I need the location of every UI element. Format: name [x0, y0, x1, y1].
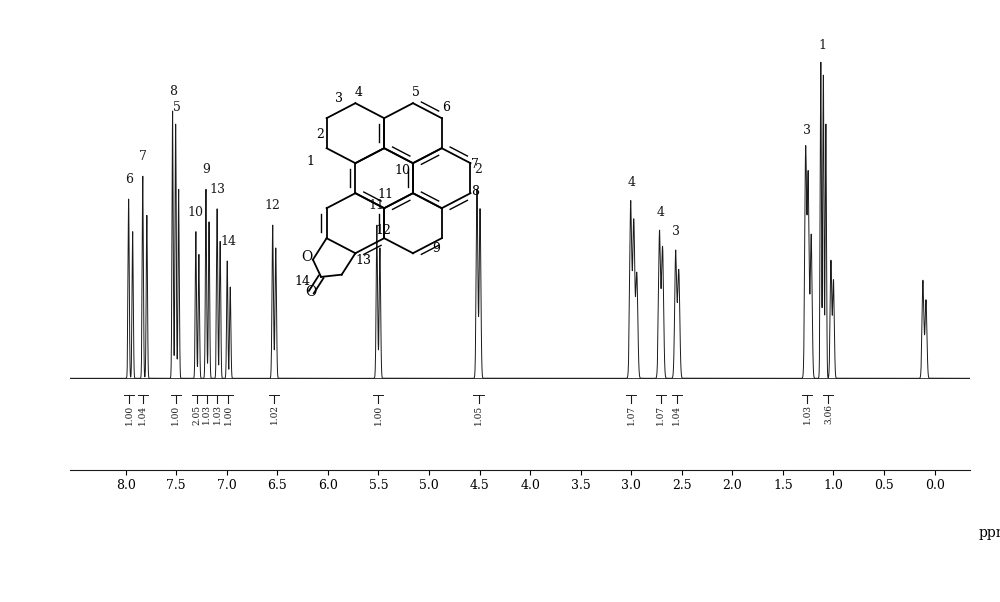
Text: 11: 11 — [369, 199, 385, 212]
Text: 1.03: 1.03 — [803, 405, 812, 424]
Text: 1.07: 1.07 — [627, 405, 636, 424]
Text: O: O — [302, 250, 313, 264]
Text: 3.06: 3.06 — [824, 405, 833, 424]
Text: 5: 5 — [412, 86, 420, 99]
Text: 1.00: 1.00 — [171, 405, 180, 424]
Text: 1: 1 — [307, 155, 315, 168]
Text: 3: 3 — [672, 225, 680, 238]
Text: 1.03: 1.03 — [213, 405, 222, 424]
Text: 14: 14 — [295, 275, 311, 288]
Text: 7: 7 — [471, 158, 479, 171]
Text: 6: 6 — [125, 173, 133, 186]
Text: 10: 10 — [394, 164, 410, 177]
Text: 14: 14 — [220, 235, 236, 248]
Text: 2.05: 2.05 — [193, 405, 202, 424]
Text: ppm: ppm — [979, 526, 1000, 540]
Text: 4: 4 — [355, 86, 363, 99]
Text: 2: 2 — [474, 163, 482, 176]
Text: 1.04: 1.04 — [138, 405, 147, 424]
Text: 5: 5 — [173, 101, 181, 114]
Text: 1.05: 1.05 — [474, 405, 483, 424]
Text: 13: 13 — [356, 254, 372, 267]
Text: 1: 1 — [818, 39, 826, 52]
Text: 8: 8 — [471, 185, 479, 198]
Text: 12: 12 — [376, 224, 392, 237]
Text: O: O — [306, 285, 317, 299]
Text: 10: 10 — [188, 206, 204, 219]
Text: 1.03: 1.03 — [202, 405, 211, 424]
Text: 11: 11 — [378, 188, 394, 201]
Text: 4: 4 — [628, 176, 636, 189]
Text: 1.00: 1.00 — [374, 405, 383, 424]
Text: 1.07: 1.07 — [656, 405, 665, 424]
Text: 4: 4 — [657, 206, 665, 219]
Text: 1.00: 1.00 — [125, 405, 134, 424]
Text: 12: 12 — [265, 199, 281, 212]
Text: 1.04: 1.04 — [672, 405, 681, 424]
Text: 3: 3 — [335, 92, 343, 105]
Text: 1.02: 1.02 — [270, 405, 279, 424]
Text: 2: 2 — [317, 128, 324, 141]
Text: 6: 6 — [442, 101, 450, 114]
Text: 3: 3 — [803, 124, 811, 137]
Text: 9: 9 — [432, 242, 440, 255]
Text: 8: 8 — [169, 85, 177, 98]
Text: 1.00: 1.00 — [224, 405, 233, 424]
Text: 7: 7 — [139, 150, 147, 163]
Text: 13: 13 — [209, 183, 225, 196]
Text: 9: 9 — [203, 163, 210, 176]
